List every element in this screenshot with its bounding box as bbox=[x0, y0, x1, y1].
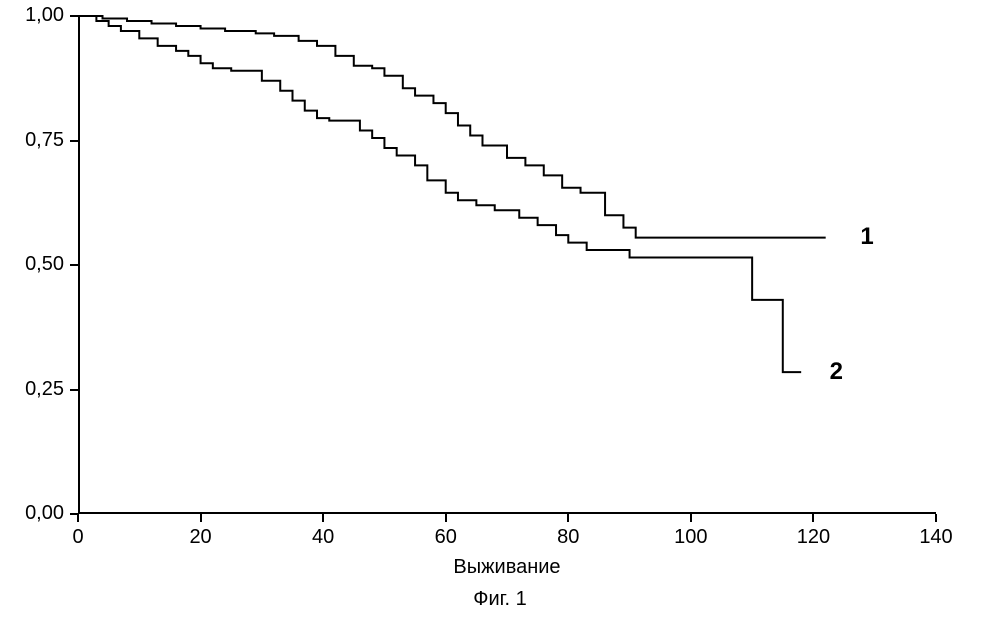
y-tick-label: 0,75 bbox=[4, 129, 64, 152]
y-tick-label: 0,50 bbox=[4, 253, 64, 276]
x-tick-label: 140 bbox=[906, 526, 966, 549]
y-tick bbox=[70, 264, 78, 266]
plot-area: 0204060801001201400,000,250,500,751,0012 bbox=[78, 16, 936, 514]
x-tick-label: 80 bbox=[538, 526, 598, 549]
y-tick-label: 0,00 bbox=[4, 502, 64, 525]
y-tick bbox=[70, 513, 78, 515]
y-tick-label: 1,00 bbox=[4, 4, 64, 27]
x-tick-label: 40 bbox=[293, 526, 353, 549]
curve-1-label: 1 bbox=[860, 223, 873, 251]
x-axis-title: Выживание bbox=[357, 556, 657, 579]
y-tick bbox=[70, 140, 78, 142]
x-tick-label: 60 bbox=[416, 526, 476, 549]
figure: 0 20 40 60 80 100 120 140 0,00 0,25 0,50 0,75 1,00 1 2… bbox=[0, 0, 1000, 622]
x-tick-label: 100 bbox=[661, 526, 721, 549]
x-tick-label: 120 bbox=[783, 526, 843, 549]
y-tick-label: 0,25 bbox=[4, 378, 64, 401]
x-tick bbox=[200, 514, 202, 522]
x-tick-label: 20 bbox=[171, 526, 231, 549]
x-tick bbox=[935, 514, 937, 522]
x-tick-label: 0 bbox=[48, 526, 108, 549]
curve-2-label: 2 bbox=[830, 358, 843, 386]
figure-caption: Фиг. 1 bbox=[400, 588, 600, 611]
x-tick bbox=[812, 514, 814, 522]
x-tick bbox=[322, 514, 324, 522]
x-tick bbox=[690, 514, 692, 522]
y-tick bbox=[70, 15, 78, 17]
curves-svg bbox=[78, 16, 936, 514]
curve-1 bbox=[78, 16, 826, 238]
y-tick bbox=[70, 389, 78, 391]
x-tick bbox=[445, 514, 447, 522]
x-tick bbox=[567, 514, 569, 522]
curve-2 bbox=[78, 16, 801, 372]
x-tick bbox=[77, 514, 79, 522]
